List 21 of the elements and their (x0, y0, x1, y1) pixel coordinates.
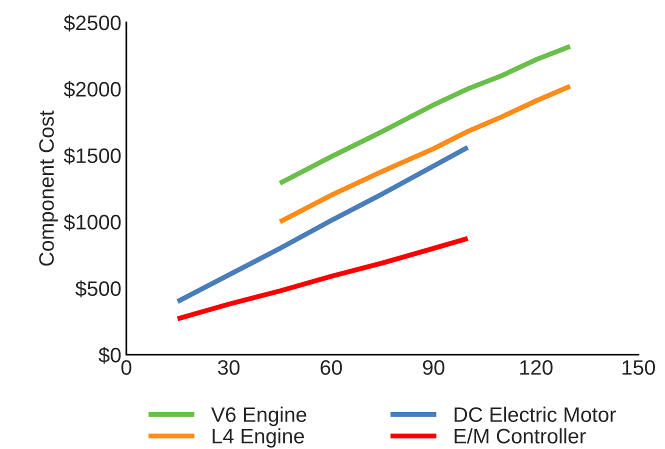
legend-label: DC Electric Motor (454, 406, 616, 422)
line-series (175, 236, 470, 322)
line-series (278, 44, 573, 186)
x-tick-label: 60 (320, 360, 342, 375)
y-axis-title: Component Cost (39, 110, 58, 266)
line-series (278, 84, 573, 224)
y-tick-label: $1500 (64, 147, 121, 164)
y-tick-label: $2000 (64, 81, 121, 98)
x-tick-label: 90 (422, 360, 444, 375)
legend-label: V6 Engine (211, 406, 306, 426)
legend-label: E/M Controller (454, 428, 586, 444)
y-tick-label: $1000 (64, 214, 121, 231)
x-tick-label: 0 (121, 360, 132, 375)
y-tick-label: $0 (98, 346, 121, 364)
y-tick-label: $500 (75, 280, 121, 298)
x-tick-label: 30 (218, 360, 240, 375)
line-series (175, 144, 470, 304)
x-tick-label: 120 (520, 360, 553, 375)
y-tick-label: $2500 (64, 14, 121, 32)
x-tick-label: 150 (622, 360, 655, 375)
legend-label: L4 Engine (212, 428, 304, 448)
